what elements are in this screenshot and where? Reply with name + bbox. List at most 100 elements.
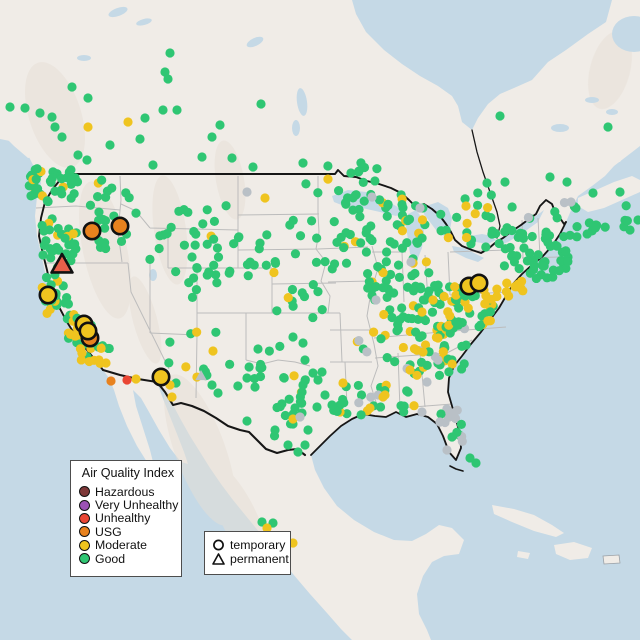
station-dot-good <box>317 367 327 377</box>
station-dot-good <box>415 332 425 342</box>
station-dot-nodata <box>295 412 305 422</box>
station-dot-moderate <box>501 287 512 297</box>
station-dot-good <box>545 172 555 182</box>
station-dot-good <box>300 440 310 450</box>
aqi-legend-item-moderate: Moderate <box>79 538 177 552</box>
station-dot-good <box>20 103 30 113</box>
aqi-swatch-very_unhealthy <box>79 499 90 511</box>
station-dot-good <box>211 327 221 337</box>
station-dot-good <box>308 279 318 290</box>
station-dot-nodata <box>371 295 381 305</box>
station-dot-good <box>56 185 66 195</box>
marker-type-rows: temporary permanent <box>212 538 289 566</box>
station-dot-good <box>471 458 481 468</box>
station-dot-good <box>340 198 351 208</box>
station-dot-good <box>430 281 440 291</box>
station-dot-good <box>382 292 392 303</box>
station-dot-good <box>312 402 322 412</box>
station-dot-good <box>588 188 598 198</box>
type-legend-item-temporary: temporary <box>212 538 286 552</box>
station-dot-good <box>264 346 274 356</box>
station-dot-moderate <box>123 117 133 127</box>
station-dot-good <box>436 209 446 219</box>
station-dot-moderate <box>451 290 461 300</box>
station-dot-nodata <box>366 392 376 402</box>
station-dot-nodata <box>442 445 452 455</box>
station-dot-moderate <box>368 327 379 337</box>
station-dot-good <box>320 257 330 267</box>
station-dot-good <box>552 241 562 251</box>
aqi-swatch-unhealthy <box>79 512 90 524</box>
station-dot-good <box>451 317 461 327</box>
station-dot-good <box>250 382 260 392</box>
station-dot-good <box>172 105 182 115</box>
station-dot-good <box>225 359 235 369</box>
station-dot-moderate <box>365 403 375 413</box>
station-dot-good <box>204 267 214 277</box>
station-dot-good <box>93 192 103 202</box>
lake-5 <box>551 124 569 132</box>
station-dot-moderate <box>412 370 422 380</box>
station-dot-good <box>436 409 446 419</box>
station-dot-good <box>163 74 173 84</box>
station-dot-good <box>209 260 219 270</box>
station-dot-good <box>183 207 193 217</box>
station-dot-moderate <box>461 232 472 243</box>
type-label: temporary <box>230 537 286 552</box>
station-dot-nodata <box>523 212 534 223</box>
station-dot-good <box>494 238 504 249</box>
station-dot-good <box>148 160 158 170</box>
station-dot-good <box>179 240 190 250</box>
station-dot-good <box>476 320 486 330</box>
station-dot-good <box>242 373 252 383</box>
station-dot-good <box>457 341 467 351</box>
station-dot-good <box>298 158 308 168</box>
station-dot-good <box>572 232 582 242</box>
station-dot-good <box>346 168 356 178</box>
station-dot-good <box>427 307 438 317</box>
station-dot-good <box>198 219 208 229</box>
station-dot-moderate <box>94 355 104 365</box>
station-dot-good <box>300 355 310 365</box>
station-dot-good <box>97 175 107 185</box>
station-dot-good <box>622 216 632 226</box>
station-dot-good <box>499 261 510 271</box>
station-dot-good <box>98 214 108 225</box>
station-dot-moderate <box>288 414 298 424</box>
station-dot-good <box>211 270 221 280</box>
aqi-legend-item-unhealthy: Unhealthy <box>79 511 177 525</box>
station-dot-good <box>454 303 464 313</box>
station-dot-good <box>424 268 434 278</box>
station-dot-good <box>348 193 358 203</box>
station-dot-moderate <box>518 286 528 296</box>
station-dot-good <box>280 410 290 421</box>
station-dot-moderate <box>409 401 419 411</box>
station-dot-moderate <box>378 267 388 278</box>
aqi-swatch-good <box>79 553 90 565</box>
station-dot-good <box>298 338 308 348</box>
station-dot-good <box>254 244 264 254</box>
station-dot-good <box>456 364 467 374</box>
aqi-legend-item-hazardous: Hazardous <box>79 485 177 499</box>
station-dot-good <box>311 257 322 267</box>
station-dot-good <box>307 216 317 226</box>
station-dot-good <box>308 368 318 378</box>
station-dot-good <box>393 260 404 270</box>
station-dot-good <box>363 283 373 293</box>
vancouver-island <box>4 128 38 158</box>
station-dot-moderate <box>75 344 86 354</box>
station-dot-nodata <box>354 398 364 408</box>
station-dot-moderate <box>289 371 299 381</box>
station-dot-good <box>60 298 70 308</box>
station-dot-good <box>460 194 470 204</box>
station-dot-moderate <box>283 293 293 303</box>
station-dot-good <box>500 227 510 237</box>
station-dot-good <box>356 238 366 248</box>
aqi-swatch-moderate <box>79 539 90 551</box>
station-dot-good <box>42 196 52 206</box>
station-dot-good <box>221 201 231 211</box>
lake-erie <box>452 246 484 262</box>
puerto-rico <box>602 554 621 565</box>
lake-1 <box>108 6 128 18</box>
station-dot-good <box>209 234 219 244</box>
